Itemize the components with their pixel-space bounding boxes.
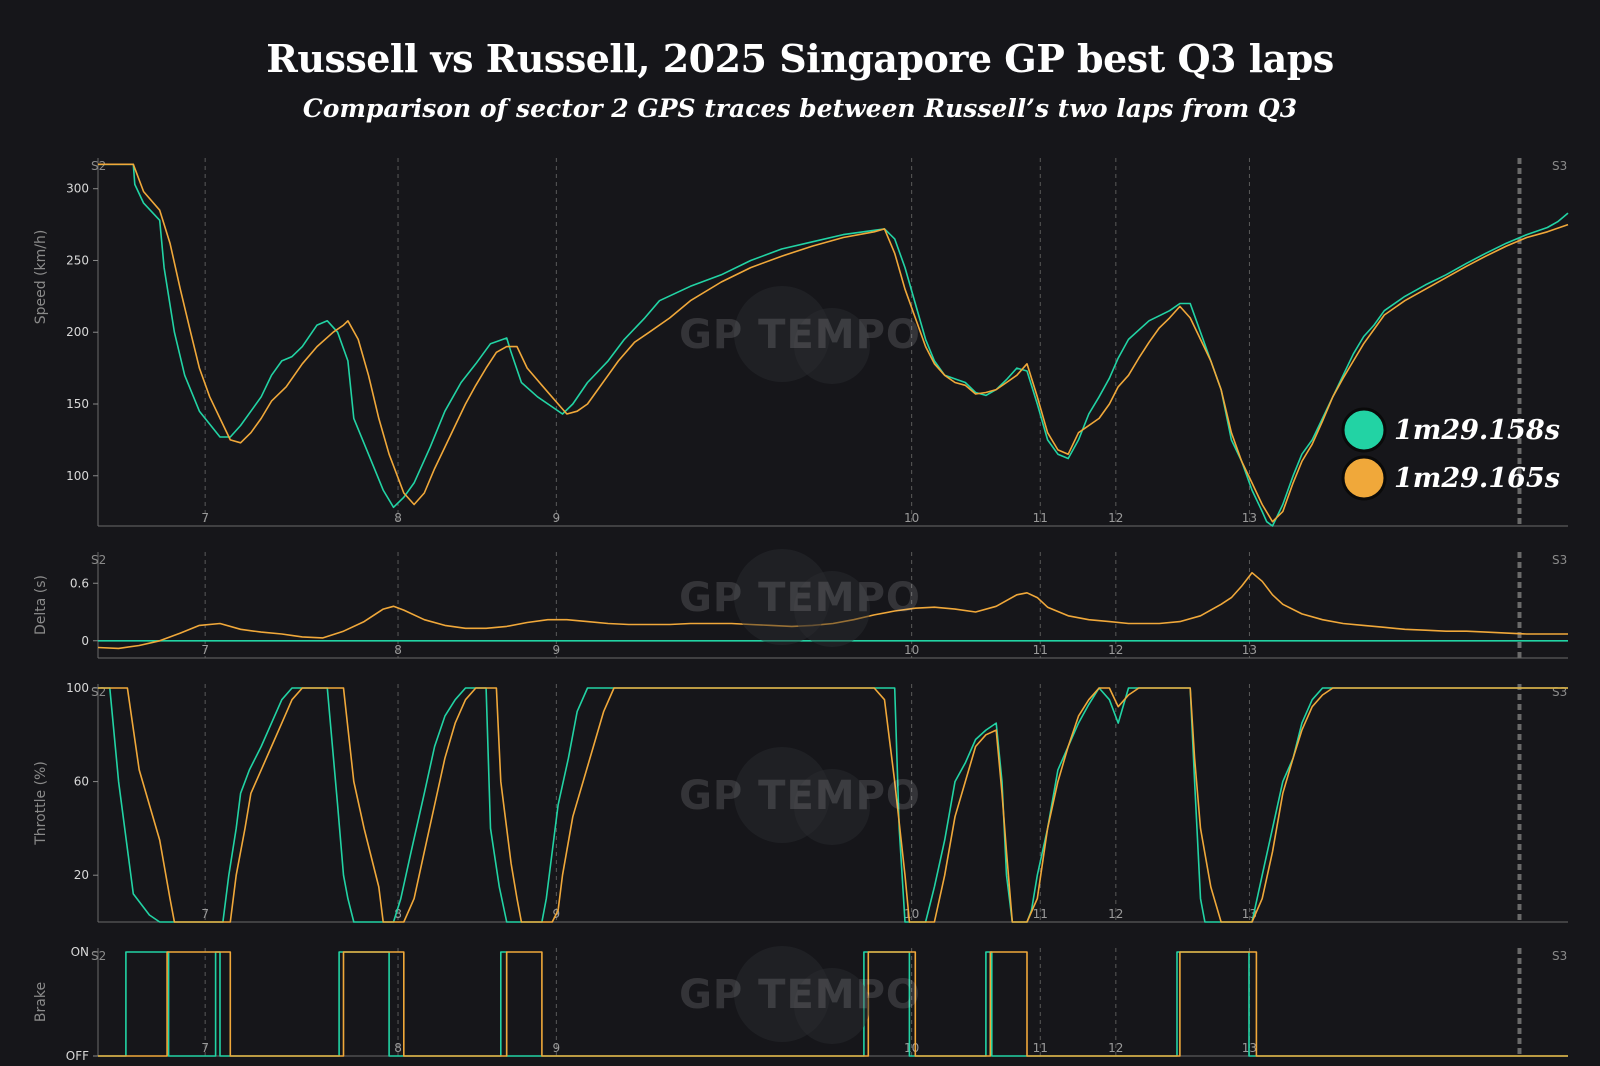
turn-label: 10 [904,511,919,525]
turn-label: 9 [553,511,561,525]
watermark: GP TEMPO [679,549,921,647]
turn-label: 7 [201,511,209,525]
turn-label: 11 [1033,643,1048,657]
watermark: GP TEMPO [679,747,921,845]
legend-label: 1m29.158s [1394,415,1560,446]
watermark-text: GP TEMPO [679,972,921,1018]
turn-label: 7 [201,907,209,921]
turn-label: 8 [394,643,402,657]
series-line-lap_a [98,951,1568,1057]
y-tick-label: 300 [66,182,89,196]
sector-end-label: S3 [1552,159,1567,173]
panel-speed: 7 8 9 10 11 12 13 S2 S3 100 150 200 250 300 Speed (km/… [33,158,1569,527]
y-tick-label: 100 [66,469,89,483]
turn-label: 7 [201,1041,209,1055]
turn-label: 10 [904,1041,919,1055]
series-line-lap_b [98,951,1568,1057]
turn-label: 9 [553,1041,561,1055]
y-axis-label: Throttle (%) [33,761,49,846]
turn-label: 7 [201,643,209,657]
series-line-lap_b [98,687,1568,923]
turn-label: 10 [904,643,919,657]
turn-label: 8 [394,511,402,525]
y-tick-label: OFF [66,1049,89,1063]
turn-label: 12 [1108,643,1123,657]
y-tick-label: 150 [66,397,89,411]
panel-delta: 7 8 9 10 11 12 13 S2 S3 0 0.6 Delta (s) [33,552,1568,659]
turn-label: 12 [1108,1041,1123,1055]
series-line-lap_b [98,163,1569,523]
turn-label: 8 [394,907,402,921]
legend-swatch [1341,455,1387,501]
y-tick-label: 20 [74,868,89,882]
y-tick-label: ON [71,945,89,959]
watermark-text: GP TEMPO [679,773,921,819]
legend-swatch [1341,407,1387,453]
watermark-text: GP TEMPO [679,312,921,358]
watermark: GP TEMPO [679,286,921,384]
y-axis-label: Brake [33,982,49,1022]
y-tick-label: 250 [66,253,89,267]
series-line-lap_b [97,571,1568,650]
page-subtitle: Comparison of sector 2 GPS traces betwee… [302,94,1298,123]
y-tick-label: 100 [66,681,89,695]
series-line-lap_a [98,163,1569,527]
page-title: Russell vs Russell, 2025 Singapore GP be… [266,36,1334,81]
sector-end-label: S3 [1552,685,1567,699]
sector-start-label: S2 [91,159,106,173]
turn-label: 12 [1108,511,1123,525]
sector-end-label: S3 [1552,553,1567,567]
y-tick-label: 0.6 [70,576,89,590]
sector-start-label: S2 [91,553,106,567]
watermark-text: GP TEMPO [679,575,921,621]
turn-label: 9 [553,643,561,657]
legend-label: 1m29.165s [1394,463,1560,494]
turn-label: 10 [904,907,919,921]
y-tick-label: 200 [66,325,89,339]
y-tick-label: 0 [81,634,89,648]
turn-label: 8 [394,1041,402,1055]
y-axis-label: Speed (km/h) [33,230,49,325]
turn-label: 11 [1033,1041,1048,1055]
turn-label: 12 [1108,907,1123,921]
turn-label: 11 [1033,511,1048,525]
legend: 1m29.158s 1m29.165s [1341,407,1560,501]
turn-label: 13 [1242,511,1257,525]
sector-end-label: S3 [1552,949,1567,963]
y-axis-label: Delta (s) [33,575,49,635]
sector-start-label: S2 [91,685,106,699]
turn-label: 13 [1242,643,1257,657]
turn-label: 11 [1033,907,1048,921]
sector-start-label: S2 [91,949,106,963]
y-tick-label: 60 [74,775,89,789]
watermark: GP TEMPO [679,946,921,1044]
